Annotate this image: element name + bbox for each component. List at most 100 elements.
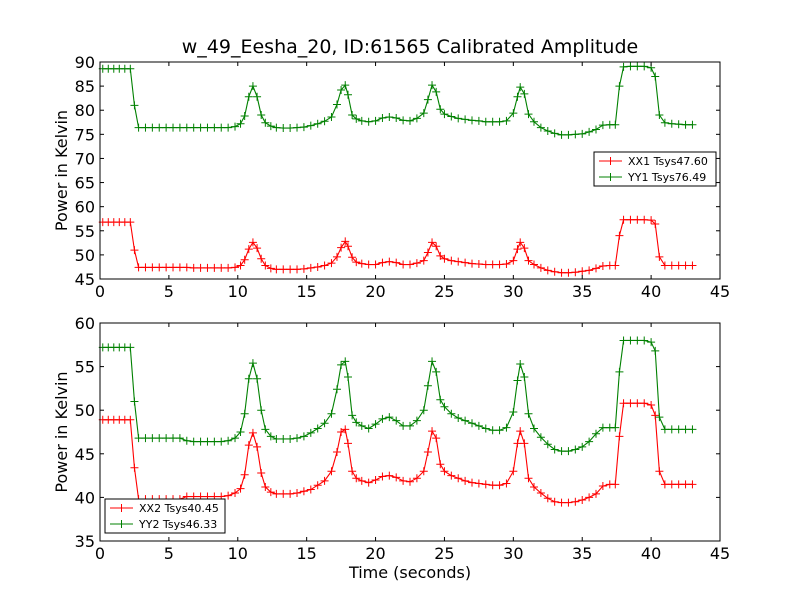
data-point xyxy=(306,121,315,130)
data-point xyxy=(520,439,529,448)
legend-label: XX1 Tsys47.60 xyxy=(628,155,708,168)
legend-marker xyxy=(606,157,615,165)
data-point xyxy=(352,114,361,123)
data-point xyxy=(432,242,441,251)
data-point xyxy=(474,260,483,269)
data-point xyxy=(357,421,366,430)
data-point xyxy=(364,478,373,487)
data-point xyxy=(162,434,171,443)
data-point xyxy=(524,409,533,418)
data-point xyxy=(286,124,295,133)
data-point xyxy=(536,263,545,272)
data-point xyxy=(248,238,257,247)
chart-title: w_49_Eesha_20, ID:61565 Calibrated Ampli… xyxy=(182,36,638,58)
y-tick-label: 35 xyxy=(75,532,95,551)
data-point xyxy=(286,434,295,443)
data-point xyxy=(681,120,690,129)
data-point xyxy=(231,489,240,498)
data-point xyxy=(364,117,373,126)
data-point xyxy=(385,413,394,422)
data-point xyxy=(385,471,394,480)
legend-marker xyxy=(606,173,615,181)
data-point xyxy=(578,129,587,138)
data-point xyxy=(598,482,607,491)
data-point xyxy=(130,463,139,472)
data-point xyxy=(332,100,341,109)
y-tick-label: 60 xyxy=(75,198,95,217)
data-point xyxy=(432,87,441,96)
y-axis-label: Power in Kelvin xyxy=(52,110,71,231)
data-point xyxy=(240,112,249,121)
data-point xyxy=(141,123,150,132)
data-point xyxy=(592,429,600,438)
data-point xyxy=(244,441,253,450)
data-point xyxy=(217,123,226,132)
data-point xyxy=(378,414,387,423)
data-point xyxy=(406,260,414,269)
data-point xyxy=(371,420,380,429)
data-point xyxy=(371,260,380,269)
data-point xyxy=(196,263,205,272)
data-point xyxy=(344,439,352,448)
data-point xyxy=(619,62,628,71)
data-point xyxy=(578,442,587,451)
data-point xyxy=(236,428,245,436)
data-point xyxy=(231,263,240,272)
data-point xyxy=(341,237,350,246)
data-point xyxy=(357,259,366,268)
data-point xyxy=(257,111,266,120)
data-point xyxy=(513,376,522,385)
data-point xyxy=(543,266,552,275)
data-point xyxy=(332,385,341,394)
data-point xyxy=(592,125,600,134)
data-point xyxy=(651,411,660,420)
data-point xyxy=(447,409,456,418)
data-point xyxy=(378,472,387,481)
data-point xyxy=(536,433,545,442)
data-point xyxy=(488,260,497,269)
data-point xyxy=(189,263,198,272)
data-point xyxy=(481,260,490,269)
data-point xyxy=(196,123,205,132)
data-point xyxy=(299,264,308,273)
data-point xyxy=(169,123,178,132)
data-point xyxy=(440,402,449,411)
data-point xyxy=(468,259,476,268)
data-point xyxy=(236,119,245,128)
data-point xyxy=(440,467,449,476)
data-point xyxy=(524,474,533,483)
data-point xyxy=(279,124,288,133)
data-point xyxy=(543,126,552,135)
y-tick-label: 55 xyxy=(75,222,95,241)
data-point xyxy=(279,265,288,274)
data-point xyxy=(474,116,483,125)
data-point xyxy=(502,479,511,488)
data-point xyxy=(266,432,275,441)
data-point xyxy=(385,112,394,121)
data-point xyxy=(550,129,559,138)
data-point xyxy=(578,496,587,505)
y-tick-label: 50 xyxy=(75,401,95,420)
data-point xyxy=(488,481,497,490)
data-point xyxy=(419,467,428,476)
x-tick-label: 25 xyxy=(434,282,454,301)
data-point xyxy=(423,248,432,257)
x-tick-label: 5 xyxy=(164,544,174,563)
data-point xyxy=(261,118,270,127)
x-tick-label: 20 xyxy=(365,544,385,563)
data-point xyxy=(217,437,226,446)
data-point xyxy=(272,123,281,132)
data-point xyxy=(344,90,352,99)
data-point xyxy=(399,116,408,125)
data-point xyxy=(520,89,529,98)
data-point xyxy=(224,263,233,272)
data-point xyxy=(392,416,401,425)
data-point xyxy=(148,434,157,443)
data-point xyxy=(306,263,315,272)
x-tick-label: 0 xyxy=(95,282,105,301)
data-point xyxy=(655,111,664,120)
x-tick-label: 30 xyxy=(503,282,523,301)
data-point xyxy=(513,439,522,448)
data-point xyxy=(543,494,552,503)
